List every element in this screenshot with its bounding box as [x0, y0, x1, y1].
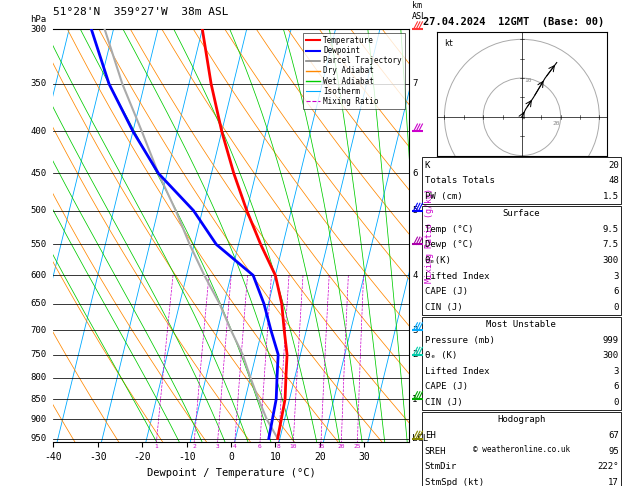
Text: Temp (°C): Temp (°C)	[425, 225, 473, 234]
Text: 300: 300	[30, 25, 47, 34]
Text: 222°: 222°	[598, 462, 619, 471]
Text: 3: 3	[613, 367, 619, 376]
Text: 20: 20	[608, 161, 619, 170]
Text: 850: 850	[30, 395, 47, 403]
Text: 17: 17	[608, 478, 619, 486]
Text: 7.5: 7.5	[603, 241, 619, 249]
Text: 550: 550	[30, 240, 47, 249]
Text: 48: 48	[608, 176, 619, 185]
Text: 3: 3	[216, 444, 220, 449]
Text: 0: 0	[613, 398, 619, 407]
Text: 20: 20	[338, 444, 345, 449]
Text: EH: EH	[425, 431, 435, 440]
Text: CIN (J): CIN (J)	[425, 303, 462, 312]
Text: Lifted Index: Lifted Index	[425, 272, 489, 280]
Text: 950: 950	[30, 434, 47, 443]
Text: 2: 2	[412, 350, 418, 359]
Text: StmSpd (kt): StmSpd (kt)	[425, 478, 484, 486]
Text: 800: 800	[30, 373, 47, 382]
Text: 300: 300	[603, 351, 619, 360]
Text: 5: 5	[412, 206, 418, 215]
Text: 95: 95	[608, 447, 619, 455]
Text: 450: 450	[30, 169, 47, 178]
Text: Surface: Surface	[503, 209, 540, 218]
Text: 6: 6	[412, 169, 418, 178]
Legend: Temperature, Dewpoint, Parcel Trajectory, Dry Adiabat, Wet Adiabat, Isotherm, Mi: Temperature, Dewpoint, Parcel Trajectory…	[303, 33, 405, 109]
Text: kt: kt	[445, 39, 454, 48]
Text: Lifted Index: Lifted Index	[425, 367, 489, 376]
Text: θₑ (K): θₑ (K)	[425, 351, 457, 360]
Text: SREH: SREH	[425, 447, 447, 455]
Text: hPa: hPa	[30, 15, 47, 24]
X-axis label: Dewpoint / Temperature (°C): Dewpoint / Temperature (°C)	[147, 468, 315, 478]
Text: 350: 350	[30, 79, 47, 88]
Text: 9.5: 9.5	[603, 225, 619, 234]
Text: 10: 10	[524, 78, 532, 83]
Text: 4: 4	[233, 444, 237, 449]
Text: 3: 3	[613, 272, 619, 280]
Text: 27.04.2024  12GMT  (Base: 00): 27.04.2024 12GMT (Base: 00)	[423, 17, 604, 27]
Text: θₑ(K): θₑ(K)	[425, 256, 452, 265]
Text: 0: 0	[613, 303, 619, 312]
Text: 700: 700	[30, 326, 47, 334]
Text: 7: 7	[412, 79, 418, 88]
Text: 300: 300	[603, 256, 619, 265]
Text: 999: 999	[603, 336, 619, 345]
Text: 600: 600	[30, 271, 47, 280]
Text: Mixing Ratio (g/kg): Mixing Ratio (g/kg)	[425, 188, 435, 283]
Text: 67: 67	[608, 431, 619, 440]
Text: CAPE (J): CAPE (J)	[425, 287, 468, 296]
Text: 650: 650	[30, 299, 47, 308]
Text: 51°28'N  359°27'W  38m ASL: 51°28'N 359°27'W 38m ASL	[53, 7, 229, 17]
Text: 6: 6	[613, 287, 619, 296]
Text: Dewp (°C): Dewp (°C)	[425, 241, 473, 249]
Text: PW (cm): PW (cm)	[425, 192, 462, 201]
Text: StmDir: StmDir	[425, 462, 457, 471]
Text: Hodograph: Hodograph	[497, 416, 545, 424]
Text: © weatheronline.co.uk: © weatheronline.co.uk	[472, 445, 570, 454]
Text: Pressure (mb): Pressure (mb)	[425, 336, 494, 345]
Text: 3: 3	[412, 326, 418, 334]
Text: Totals Totals: Totals Totals	[425, 176, 494, 185]
Text: 8: 8	[277, 444, 281, 449]
Text: K: K	[425, 161, 430, 170]
Text: 15: 15	[317, 444, 325, 449]
Text: 6: 6	[613, 382, 619, 391]
Text: 6: 6	[258, 444, 262, 449]
Text: 500: 500	[30, 206, 47, 215]
Text: 20: 20	[553, 121, 560, 125]
Text: 2: 2	[192, 444, 196, 449]
Text: 900: 900	[30, 415, 47, 424]
Text: 10: 10	[289, 444, 297, 449]
Text: CIN (J): CIN (J)	[425, 398, 462, 407]
Text: LCL: LCL	[412, 434, 428, 443]
Text: 750: 750	[30, 350, 47, 359]
Text: Most Unstable: Most Unstable	[486, 320, 556, 329]
Text: 25: 25	[353, 444, 361, 449]
Text: km
ASL: km ASL	[412, 1, 427, 21]
Text: 400: 400	[30, 127, 47, 136]
Text: CAPE (J): CAPE (J)	[425, 382, 468, 391]
Text: 1: 1	[155, 444, 159, 449]
Text: 4: 4	[412, 271, 418, 280]
Text: 1.5: 1.5	[603, 192, 619, 201]
Text: 1: 1	[412, 395, 418, 403]
